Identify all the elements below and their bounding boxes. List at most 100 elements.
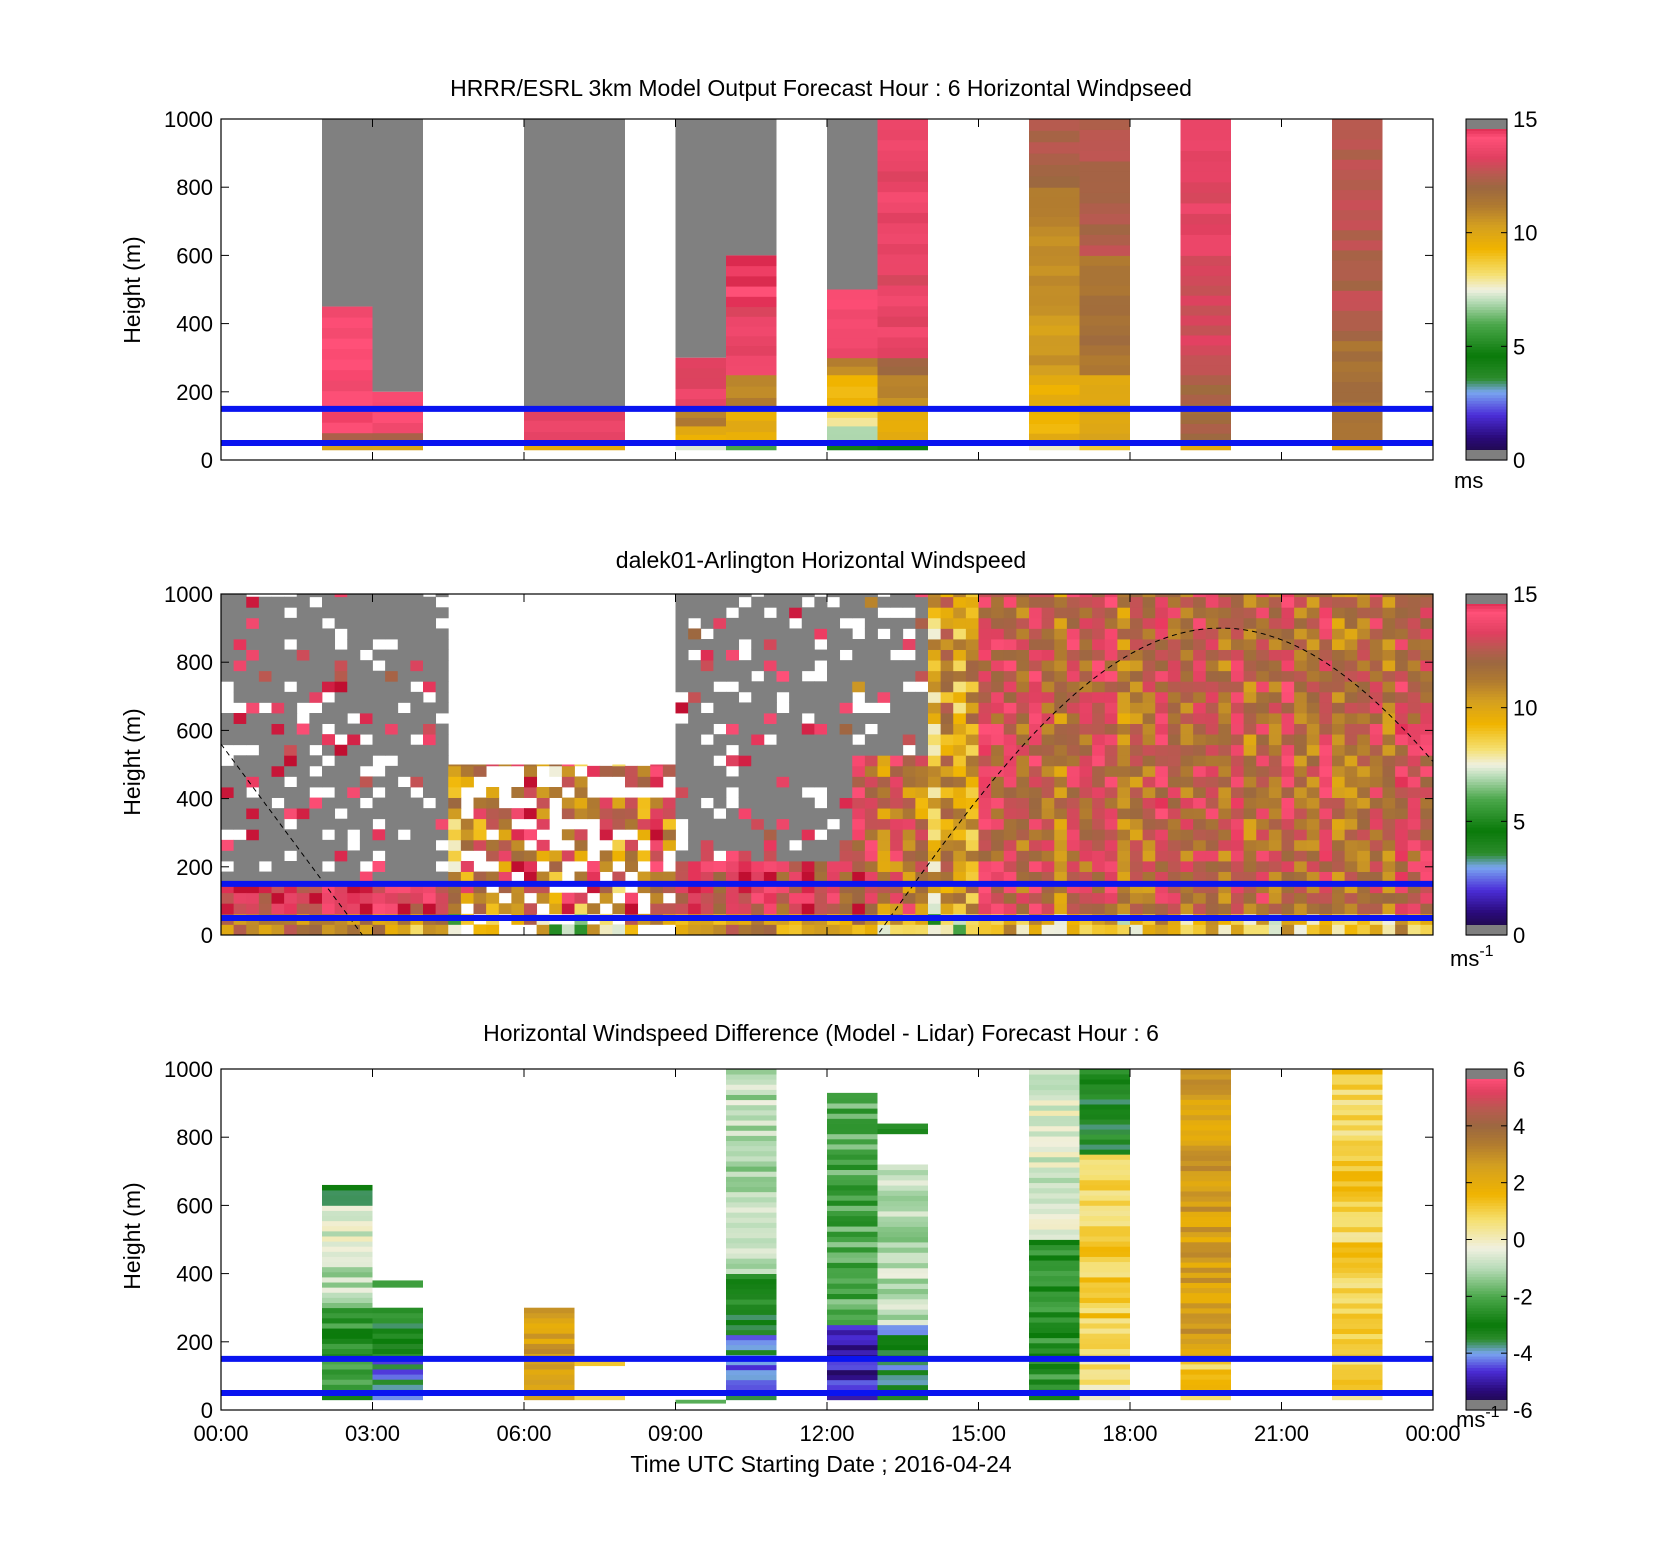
colorbar-segment bbox=[1466, 667, 1507, 672]
heatmap-cell bbox=[1079, 1348, 1130, 1355]
heatmap-cell bbox=[1155, 861, 1169, 872]
heatmap-cell bbox=[915, 850, 929, 862]
heatmap-cell bbox=[1155, 892, 1169, 904]
heatmap-cell bbox=[1319, 681, 1333, 693]
heatmap-cell bbox=[1180, 861, 1194, 872]
heatmap-cell bbox=[1092, 660, 1106, 672]
heatmap-cell bbox=[1332, 320, 1383, 332]
heatmap-cell bbox=[347, 607, 361, 619]
heatmap-cell bbox=[1332, 839, 1346, 851]
heatmap-cell bbox=[1167, 723, 1181, 735]
heatmap-cell bbox=[763, 924, 777, 936]
heatmap-cell bbox=[789, 903, 803, 915]
heatmap-cell bbox=[726, 1155, 777, 1162]
heatmap-cell bbox=[852, 660, 866, 672]
heatmap-cell bbox=[953, 892, 967, 904]
heatmap-cell bbox=[1054, 734, 1068, 746]
heatmap-cell bbox=[1180, 1089, 1231, 1095]
heatmap-cell bbox=[1420, 765, 1434, 777]
heatmap-cell bbox=[246, 691, 260, 703]
heatmap-cell bbox=[486, 818, 500, 830]
heatmap-cell bbox=[928, 660, 942, 672]
heatmap-cell bbox=[726, 713, 740, 724]
heatmap-cell bbox=[1029, 1069, 1080, 1075]
colorbar-segment bbox=[1466, 1128, 1507, 1133]
heatmap-cell bbox=[991, 744, 1005, 756]
heatmap-cell bbox=[915, 903, 929, 915]
heatmap-cell bbox=[1092, 617, 1106, 629]
heatmap-cell bbox=[726, 1109, 777, 1116]
heatmap-cell bbox=[1003, 702, 1017, 714]
heatmap-cell bbox=[1319, 639, 1333, 650]
heatmap-cell bbox=[1382, 787, 1396, 798]
heatmap-cell bbox=[1332, 892, 1346, 904]
colorbar-segment bbox=[1466, 306, 1507, 310]
heatmap-cell bbox=[1420, 797, 1434, 809]
heatmap-cell bbox=[1079, 1215, 1130, 1222]
heatmap-cell bbox=[498, 818, 512, 830]
heatmap-cell bbox=[890, 594, 904, 598]
heatmap-cell bbox=[1357, 861, 1371, 872]
heatmap-cell bbox=[1180, 1241, 1231, 1248]
colorbar-segment bbox=[1466, 1191, 1507, 1195]
heatmap-cell bbox=[738, 734, 752, 746]
heatmap-cell bbox=[1155, 903, 1169, 915]
heatmap-cell bbox=[877, 1319, 928, 1326]
heatmap-cell bbox=[410, 829, 424, 841]
heatmap-cell bbox=[1357, 734, 1371, 746]
heatmap-cell bbox=[776, 755, 790, 767]
heatmap-cell bbox=[877, 1231, 928, 1238]
heatmap-cell bbox=[965, 924, 979, 936]
heatmap-cell bbox=[372, 432, 423, 444]
heatmap-cell bbox=[625, 776, 639, 788]
heatmap-cell bbox=[524, 871, 538, 883]
colorbar-segment bbox=[1466, 841, 1507, 845]
heatmap-cell bbox=[258, 924, 272, 936]
heatmap-cell bbox=[549, 871, 563, 883]
heatmap-cell bbox=[1092, 808, 1106, 820]
heatmap-cell bbox=[1357, 839, 1371, 851]
heatmap-cell bbox=[965, 713, 979, 724]
colorbar-segment bbox=[1466, 849, 1507, 854]
heatmap-cell bbox=[713, 617, 727, 629]
heatmap-cell bbox=[322, 1251, 373, 1257]
heatmap-cell bbox=[839, 903, 853, 915]
heatmap-cell bbox=[1319, 818, 1333, 830]
heatmap-cell bbox=[1079, 723, 1093, 735]
heatmap-cell bbox=[1066, 861, 1080, 872]
heatmap-cell bbox=[827, 628, 841, 640]
heatmap-cell bbox=[890, 829, 904, 841]
heatmap-cell bbox=[359, 850, 373, 862]
heatmap-cell bbox=[1029, 1151, 1080, 1158]
heatmap-cell bbox=[1231, 839, 1245, 851]
heatmap-cell bbox=[1205, 776, 1219, 788]
heatmap-cell bbox=[991, 691, 1005, 703]
colorbar-cap bbox=[1466, 925, 1507, 935]
colorbar-segment bbox=[1466, 1103, 1507, 1107]
heatmap-cell bbox=[385, 818, 399, 830]
heatmap-cell bbox=[991, 797, 1005, 809]
heatmap-cell bbox=[1180, 1084, 1231, 1090]
colorbar-segment bbox=[1466, 1148, 1507, 1153]
heatmap-cell bbox=[839, 639, 853, 650]
heatmap-cell bbox=[1369, 639, 1383, 650]
heatmap-cell bbox=[1332, 628, 1346, 640]
heatmap-cell bbox=[511, 882, 525, 894]
heatmap-cell bbox=[410, 924, 424, 936]
colorbar-segment bbox=[1466, 1182, 1507, 1187]
heatmap-cell bbox=[902, 670, 916, 682]
heatmap-cell bbox=[890, 882, 904, 894]
heatmap-cell bbox=[1180, 344, 1231, 356]
heatmap-cell bbox=[1180, 1333, 1231, 1339]
heatmap-cell bbox=[675, 871, 689, 883]
colorbar-segment bbox=[1466, 1176, 1507, 1181]
heatmap-cell bbox=[864, 607, 878, 619]
heatmap-cell bbox=[423, 776, 437, 788]
heatmap-cell bbox=[347, 882, 361, 894]
heatmap-cell bbox=[726, 1120, 777, 1126]
heatmap-cell bbox=[675, 442, 726, 451]
heatmap-cell bbox=[637, 797, 651, 809]
colorbar-segment bbox=[1466, 1330, 1507, 1334]
heatmap-cell bbox=[1142, 797, 1156, 809]
colorbar-segment bbox=[1466, 824, 1507, 828]
